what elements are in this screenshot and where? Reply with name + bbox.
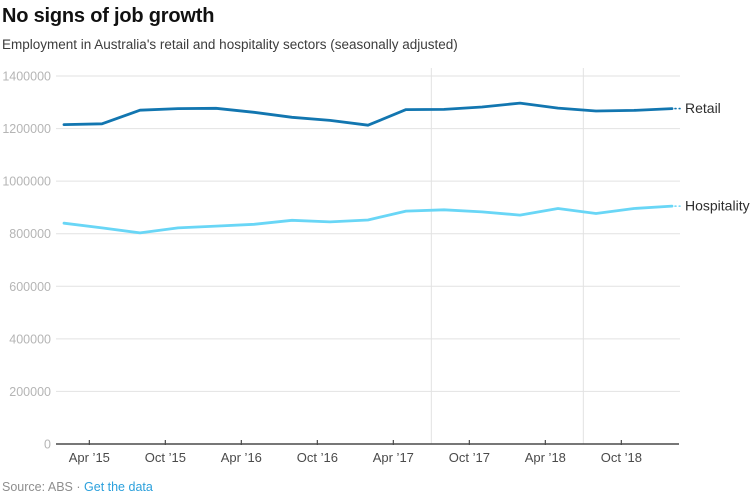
- y-tick-label: 1200000: [2, 122, 51, 136]
- get-the-data-link[interactable]: Get the data: [84, 480, 153, 494]
- x-tick-label: Apr ’15: [69, 450, 110, 465]
- x-tick-label: Oct ’16: [297, 450, 338, 465]
- x-tick-label: Apr ’16: [221, 450, 262, 465]
- series-label-retail: Retail: [685, 100, 721, 116]
- y-tick-label: 1400000: [2, 70, 51, 84]
- source-line: Source: ABS · Get the data: [2, 480, 153, 494]
- page-title: No signs of job growth: [2, 5, 215, 27]
- source-separator: ·: [76, 480, 81, 494]
- x-tick-label: Oct ’18: [601, 450, 642, 465]
- x-tick-label: Apr ’18: [525, 450, 566, 465]
- series-label-hospitality: Hospitality: [685, 198, 750, 214]
- series-line-hospitality: [62, 204, 674, 235]
- y-tick-label: 200000: [9, 385, 51, 399]
- series-line-retail: [62, 101, 674, 127]
- x-tick-label: Apr ’17: [373, 450, 414, 465]
- y-tick-label: 600000: [9, 280, 51, 294]
- y-tick-label: 400000: [9, 332, 51, 346]
- x-tick-label: Oct ’17: [449, 450, 490, 465]
- x-tick-label: Oct ’15: [145, 450, 186, 465]
- y-tick-label: 0: [44, 438, 51, 452]
- chart-subtitle: Employment in Australia's retail and hos…: [2, 37, 458, 52]
- y-tick-label: 1000000: [2, 175, 51, 189]
- source-label: Source: ABS: [2, 480, 73, 494]
- y-tick-label: 800000: [9, 227, 51, 241]
